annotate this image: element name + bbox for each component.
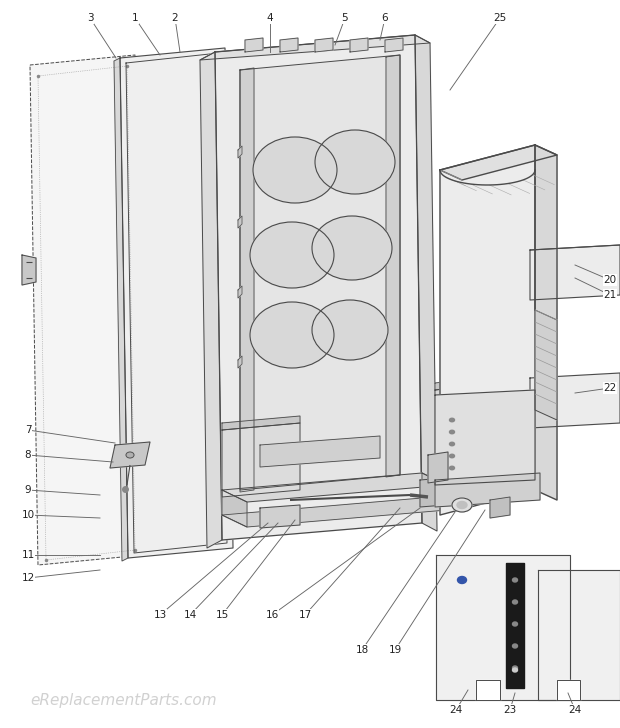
Polygon shape	[415, 35, 437, 531]
Polygon shape	[222, 416, 300, 430]
Polygon shape	[222, 473, 447, 502]
Ellipse shape	[312, 300, 388, 360]
Polygon shape	[350, 38, 368, 52]
Ellipse shape	[253, 137, 337, 203]
Polygon shape	[386, 55, 400, 477]
Text: 23: 23	[503, 705, 516, 715]
Polygon shape	[240, 68, 254, 492]
Text: 7: 7	[25, 425, 32, 435]
Polygon shape	[200, 52, 222, 548]
Text: 15: 15	[215, 610, 229, 620]
Ellipse shape	[126, 452, 134, 458]
Polygon shape	[222, 490, 247, 527]
Text: 20: 20	[603, 275, 616, 285]
Polygon shape	[238, 286, 242, 298]
Polygon shape	[385, 38, 403, 52]
Ellipse shape	[513, 666, 518, 670]
Text: 12: 12	[21, 573, 35, 583]
Ellipse shape	[450, 442, 454, 446]
Polygon shape	[422, 473, 447, 510]
Ellipse shape	[312, 216, 392, 280]
Text: 24: 24	[569, 705, 582, 715]
Polygon shape	[30, 55, 143, 565]
Text: 24: 24	[450, 705, 463, 715]
Polygon shape	[110, 442, 150, 468]
Polygon shape	[436, 555, 570, 700]
Polygon shape	[420, 478, 445, 507]
Polygon shape	[260, 436, 380, 467]
Ellipse shape	[250, 222, 334, 288]
Text: 2: 2	[172, 13, 179, 23]
Ellipse shape	[513, 600, 518, 604]
Ellipse shape	[450, 454, 454, 458]
Text: 19: 19	[388, 645, 402, 655]
Polygon shape	[435, 378, 480, 390]
Text: 1: 1	[131, 13, 138, 23]
Polygon shape	[530, 245, 620, 300]
Text: 9: 9	[25, 485, 32, 495]
Text: 17: 17	[298, 610, 312, 620]
Text: 6: 6	[382, 13, 388, 23]
Polygon shape	[476, 680, 500, 700]
Polygon shape	[490, 497, 510, 518]
Polygon shape	[435, 473, 540, 507]
Polygon shape	[530, 373, 620, 428]
Text: 16: 16	[265, 610, 278, 620]
Polygon shape	[535, 310, 557, 420]
Text: 10: 10	[22, 510, 35, 520]
Ellipse shape	[450, 430, 454, 434]
Ellipse shape	[450, 419, 454, 422]
Text: 25: 25	[494, 13, 507, 23]
Polygon shape	[435, 390, 535, 485]
Polygon shape	[440, 145, 535, 515]
Ellipse shape	[513, 644, 518, 648]
Polygon shape	[238, 146, 242, 158]
Text: 13: 13	[153, 610, 167, 620]
Polygon shape	[428, 452, 448, 483]
Polygon shape	[435, 385, 480, 495]
Polygon shape	[538, 570, 620, 700]
Ellipse shape	[250, 302, 334, 368]
Polygon shape	[557, 680, 580, 700]
Ellipse shape	[457, 502, 467, 508]
Text: 18: 18	[355, 645, 369, 655]
Ellipse shape	[513, 668, 518, 672]
Polygon shape	[215, 35, 422, 540]
Polygon shape	[222, 423, 300, 497]
Text: 14: 14	[184, 610, 197, 620]
Polygon shape	[440, 145, 557, 180]
Polygon shape	[315, 38, 333, 52]
Text: 4: 4	[267, 13, 273, 23]
Polygon shape	[114, 58, 128, 561]
Ellipse shape	[452, 498, 472, 512]
Ellipse shape	[315, 130, 395, 194]
Polygon shape	[535, 145, 557, 500]
Polygon shape	[22, 255, 36, 285]
Ellipse shape	[458, 577, 466, 584]
Ellipse shape	[449, 416, 455, 420]
Polygon shape	[280, 38, 298, 52]
Polygon shape	[260, 505, 300, 528]
Text: 8: 8	[25, 450, 32, 460]
Text: eReplacementParts.com: eReplacementParts.com	[30, 692, 216, 708]
Polygon shape	[120, 48, 233, 558]
Ellipse shape	[449, 452, 455, 456]
Text: 22: 22	[603, 383, 617, 393]
Ellipse shape	[513, 622, 518, 626]
Polygon shape	[222, 498, 447, 527]
Text: 11: 11	[21, 550, 35, 560]
Polygon shape	[240, 55, 400, 490]
Ellipse shape	[513, 578, 518, 582]
Text: 5: 5	[342, 13, 348, 23]
Polygon shape	[238, 216, 242, 228]
Polygon shape	[245, 38, 263, 52]
Ellipse shape	[450, 466, 454, 470]
Ellipse shape	[449, 434, 455, 438]
Text: 21: 21	[603, 290, 617, 300]
Polygon shape	[506, 563, 524, 688]
Polygon shape	[238, 356, 242, 368]
Polygon shape	[200, 35, 430, 60]
Text: 3: 3	[87, 13, 94, 23]
Ellipse shape	[449, 398, 455, 402]
